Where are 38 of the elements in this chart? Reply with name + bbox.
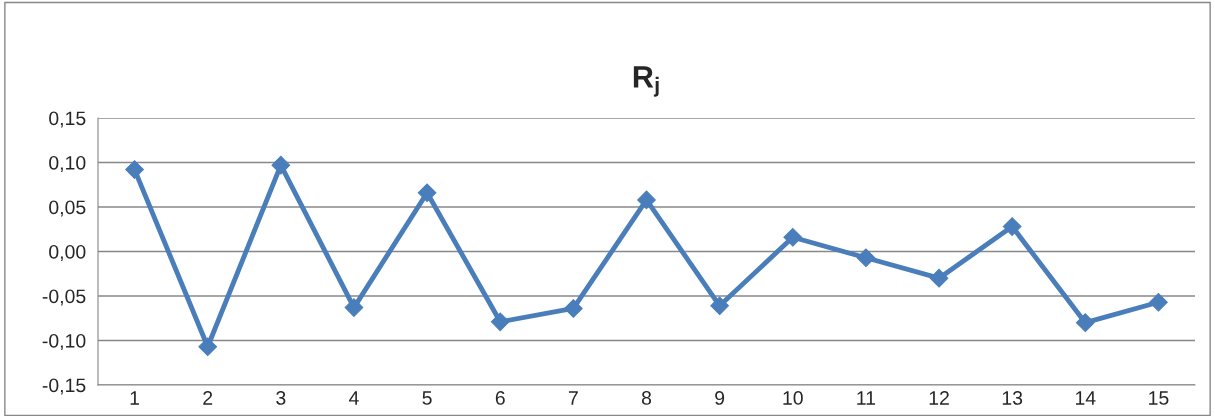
x-tick-label: 12 (929, 391, 949, 405)
point (564, 299, 583, 318)
y-tick-label: 0,05 (49, 200, 86, 217)
point (1002, 217, 1022, 236)
point (344, 298, 364, 317)
point (417, 183, 437, 203)
x-tick-label: 2 (203, 391, 213, 405)
y-tick-label: -0,15 (42, 378, 86, 395)
x-tick-label: 1 (130, 391, 140, 405)
point (1149, 292, 1168, 312)
x-tick-label: 14 (1075, 391, 1096, 405)
point (490, 312, 510, 332)
y-tick-label: -0,05 (42, 289, 86, 306)
point (271, 155, 291, 175)
x-tick-label: 5 (422, 391, 432, 405)
x-tick-label: 6 (495, 391, 505, 405)
y-tick-label: 0,10 (49, 155, 86, 173)
x-tick-label: 3 (276, 391, 286, 405)
point (856, 248, 876, 268)
x-tick-label: 4 (349, 391, 359, 405)
point (1075, 313, 1095, 333)
x-tick-label: 13 (1002, 391, 1023, 405)
x-tick-label: 15 (1149, 391, 1169, 405)
y-tick-label: 0,00 (49, 244, 86, 262)
point (710, 296, 729, 316)
point (637, 190, 656, 210)
x-tick-label: 7 (568, 391, 578, 405)
point (125, 160, 144, 179)
chart-title: R$_{j}$ (633, 66, 659, 97)
x-tick-label: 11 (857, 391, 876, 405)
point (929, 268, 949, 288)
y-tick-label: 0,15 (49, 111, 86, 128)
point (198, 337, 218, 357)
x-tick-label: 8 (641, 391, 652, 405)
x-tick-label: 10 (783, 391, 803, 405)
point (783, 227, 803, 247)
x-tick-label: 9 (715, 391, 725, 405)
y-tick-label: -0,10 (42, 333, 86, 351)
